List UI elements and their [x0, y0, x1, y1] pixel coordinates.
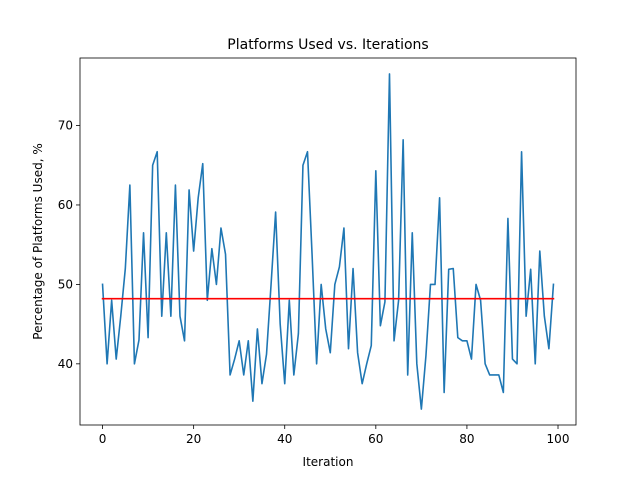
y-axis-ticks: 40 50 60 70 — [58, 119, 80, 371]
x-tick-label: 40 — [277, 432, 292, 446]
x-tick-label: 60 — [368, 432, 383, 446]
y-tick-label: 50 — [58, 277, 73, 291]
y-axis-title: Percentage of Platforms Used, % — [31, 143, 45, 339]
plot-lines — [101, 73, 555, 410]
axes-frame — [79, 57, 577, 426]
y-tick-label: 40 — [58, 357, 73, 371]
x-tick-label: 100 — [547, 432, 570, 446]
x-tick-label: 0 — [99, 432, 107, 446]
x-tick-label: 80 — [459, 432, 474, 446]
plot-area — [80, 58, 576, 425]
chart-title: Platforms Used vs. Iterations — [227, 37, 428, 53]
x-tick-label: 20 — [186, 432, 201, 446]
x-axis-title: Iteration — [303, 455, 354, 469]
series-line-platforms-used — [101, 73, 555, 410]
y-tick-label: 60 — [58, 198, 73, 212]
x-axis-ticks: 0 20 40 60 80 100 — [99, 425, 570, 446]
y-tick-label: 70 — [58, 119, 73, 133]
